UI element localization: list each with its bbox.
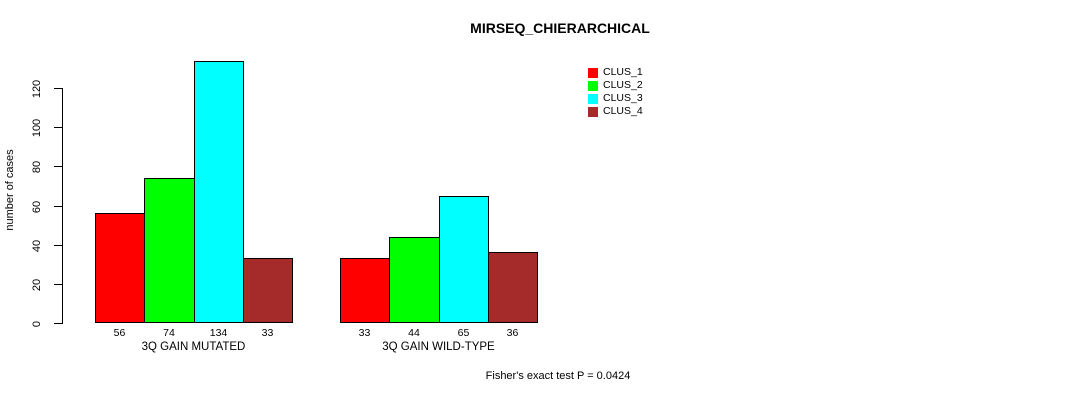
bar-value-label: 56 <box>113 327 126 339</box>
bar-clus-4-group1 <box>243 258 293 323</box>
y-tick-label: 100 <box>31 118 43 137</box>
bar-value-label: 36 <box>506 327 519 339</box>
y-tick <box>54 245 62 246</box>
y-tick <box>54 284 62 285</box>
legend-label: CLUS_1 <box>603 66 643 78</box>
bar-clus-2-group2 <box>389 237 440 323</box>
bar-clus-1-group2 <box>340 258 390 323</box>
y-tick <box>54 127 62 128</box>
legend-item: CLUS_1 <box>588 66 643 79</box>
bar-clus-2-group1 <box>144 178 195 323</box>
y-tick-label: 40 <box>31 239 43 252</box>
y-tick-label: 80 <box>31 160 43 173</box>
legend-item: CLUS_2 <box>588 79 643 92</box>
bar-clus-1-group1 <box>95 213 145 323</box>
y-tick-label: 60 <box>31 200 43 213</box>
legend-item: CLUS_4 <box>588 105 643 118</box>
legend-swatch-icon <box>588 80 598 91</box>
y-tick-label: 0 <box>31 320 43 327</box>
bar-value-label: 65 <box>457 327 470 339</box>
bar-value-label: 33 <box>261 327 274 339</box>
bar-value-label: 44 <box>408 327 420 339</box>
y-tick <box>54 88 62 89</box>
bar-value-label: 33 <box>358 327 371 339</box>
legend-swatch-icon <box>588 106 598 117</box>
y-axis-line <box>62 88 63 324</box>
y-axis-label: number of cases <box>4 149 16 231</box>
y-tick <box>54 166 62 167</box>
legend-item: CLUS_3 <box>588 92 643 105</box>
legend: CLUS_1 CLUS_2 CLUS_3 CLUS_4 <box>588 66 643 118</box>
bar-value-label: 134 <box>209 327 228 339</box>
y-tick <box>54 323 62 324</box>
legend-label: CLUS_2 <box>603 79 643 91</box>
legend-swatch-icon <box>588 93 598 104</box>
legend-label: CLUS_3 <box>603 92 643 104</box>
chart-title: MIRSEQ_CHIERARCHICAL <box>470 20 650 36</box>
bar-clus-3-group1 <box>194 61 244 323</box>
bar-clus-3-group2 <box>439 196 489 323</box>
bar-value-label: 74 <box>163 327 175 339</box>
y-tick-label: 20 <box>31 278 43 291</box>
y-tick <box>54 206 62 207</box>
legend-swatch-icon <box>588 67 598 78</box>
bar-clus-4-group2 <box>488 252 538 323</box>
y-tick-label: 120 <box>31 79 43 98</box>
footnote: Fisher's exact test P = 0.0424 <box>485 370 631 382</box>
legend-label: CLUS_4 <box>603 105 643 117</box>
x-category-label: 3Q GAIN WILD-TYPE <box>382 341 495 353</box>
x-category-label: 3Q GAIN MUTATED <box>141 341 246 353</box>
